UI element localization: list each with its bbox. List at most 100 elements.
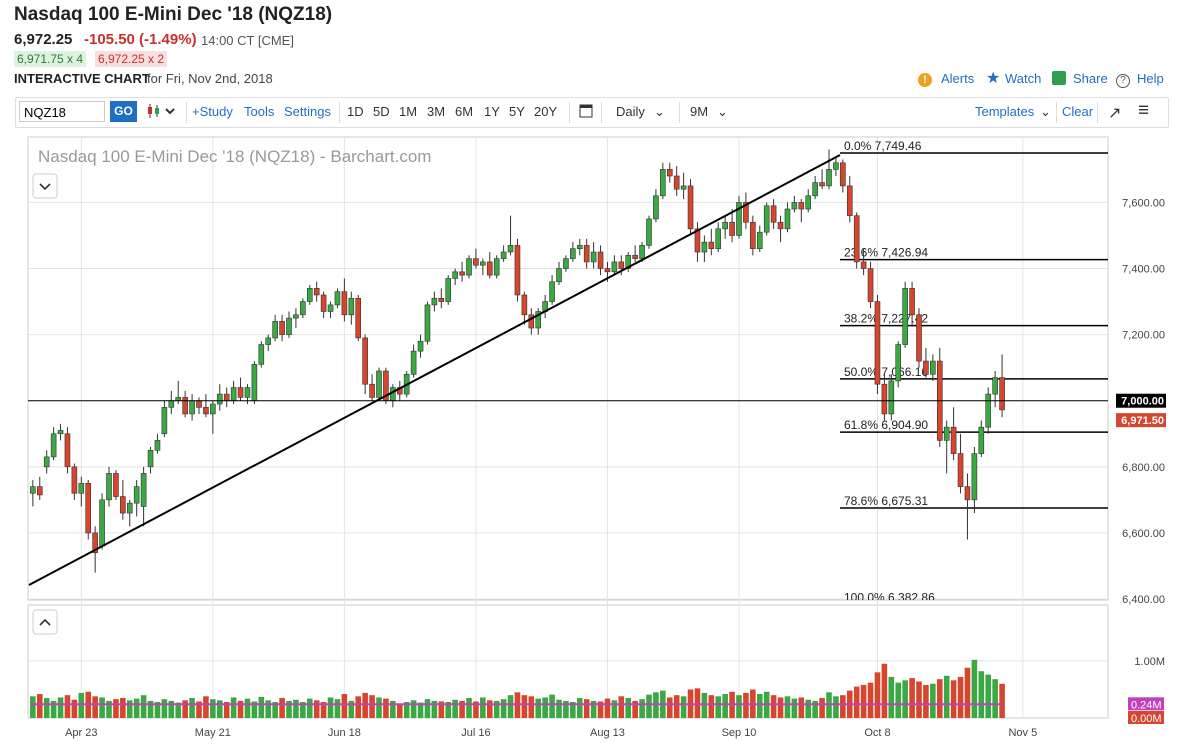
share-link[interactable]: Share: [1073, 71, 1108, 86]
chart-style-button[interactable]: [146, 102, 180, 123]
volume-bar: [756, 694, 763, 718]
volume-bar: [258, 696, 265, 718]
volume-bar: [147, 700, 154, 718]
candle-body: [507, 245, 514, 253]
candle-body: [909, 288, 915, 316]
candle-body: [106, 473, 112, 501]
volume-bar: [853, 686, 860, 718]
x-tick-label: Aug 13: [590, 727, 625, 739]
range-button[interactable]: 20Y: [534, 104, 558, 119]
volume-bar: [64, 695, 71, 718]
candle-body: [895, 344, 902, 382]
help-icon[interactable]: ?: [1116, 71, 1130, 88]
interval-dropdown[interactable]: Daily: [616, 104, 645, 119]
volume-bar: [175, 702, 182, 718]
range-button[interactable]: 6M: [455, 104, 474, 119]
volume-bar: [279, 698, 285, 718]
share-icon[interactable]: [1052, 71, 1066, 88]
chart-label: INTERACTIVE CHART: [14, 71, 150, 86]
tools-button[interactable]: Tools: [244, 104, 275, 119]
volume-bar: [902, 680, 908, 718]
range-button[interactable]: 5D: [373, 104, 390, 119]
volume-bar: [805, 699, 812, 718]
candle-body: [306, 288, 313, 302]
go-button[interactable]: GO: [110, 101, 137, 122]
volume-bar: [133, 698, 140, 718]
separator: [1097, 102, 1098, 123]
y-tick-label: 6,800.00: [1122, 462, 1165, 474]
candle-body: [819, 182, 825, 187]
candle-body: [30, 486, 36, 494]
candle-body: [459, 271, 465, 276]
candle-body: [853, 215, 860, 263]
collapse-button[interactable]: [32, 173, 58, 199]
volume-bar: [120, 698, 126, 718]
candle-body: [85, 483, 92, 534]
candle-body: [251, 364, 258, 402]
volume-bar: [895, 682, 902, 718]
candle-body: [376, 370, 382, 398]
candle-body: [950, 426, 957, 454]
templates-dropdown[interactable]: Templates: [975, 104, 1035, 119]
candle-body: [597, 251, 604, 269]
candle-body: [985, 393, 992, 428]
range-button[interactable]: 1Y: [484, 104, 500, 119]
candle-body: [500, 251, 507, 259]
range-button[interactable]: 1D: [347, 104, 364, 119]
candle-body: [694, 228, 701, 253]
expand-button[interactable]: ↗: [1108, 105, 1122, 122]
period-dropdown[interactable]: 9M: [690, 104, 709, 119]
candle-body: [424, 304, 431, 342]
volume-bar: [666, 697, 673, 718]
candle-body: [673, 175, 680, 190]
candle-body: [355, 297, 362, 339]
candle-body: [708, 241, 715, 250]
range-button[interactable]: 1M: [399, 104, 418, 119]
price-panel: [27, 136, 1109, 601]
volume-collapse-button[interactable]: [32, 609, 58, 635]
calendar-button[interactable]: [579, 102, 593, 121]
volume-bar: [237, 700, 244, 718]
alerts-icon[interactable]: !: [918, 71, 932, 87]
volume-bar: [673, 695, 680, 718]
volume-bar: [36, 694, 43, 718]
volume-bar: [313, 700, 320, 718]
help-link[interactable]: Help: [1137, 71, 1164, 86]
candle-body: [826, 169, 832, 187]
candle-body: [369, 383, 375, 398]
volume-bar: [362, 692, 368, 718]
volume-bar: [369, 695, 375, 718]
volume-bar: [50, 700, 57, 718]
dropdown-arrow: ⌄: [654, 104, 665, 119]
volume-bar: [203, 696, 209, 718]
volume-bar: [306, 698, 313, 718]
alerts-link[interactable]: Alerts: [941, 71, 975, 86]
candle-body: [756, 231, 763, 250]
volume-tick-label: 1.00M: [1134, 656, 1165, 668]
toolbar: NQZ18 GO +Study Tools Settings 1D 5D 1M 3M 6…: [15, 97, 1169, 128]
study-button[interactable]: +Study: [192, 104, 233, 119]
range-button[interactable]: 3M: [427, 104, 446, 119]
symbol-input[interactable]: NQZ18: [19, 101, 105, 122]
volume-bar: [916, 681, 922, 718]
volume-bar: [272, 702, 278, 718]
menu-button[interactable]: ≡: [1138, 100, 1150, 121]
volume-bar: [230, 697, 237, 718]
settings-button[interactable]: Settings: [284, 104, 331, 119]
dropdown-arrow: ⌄: [717, 104, 728, 119]
candle-body: [147, 449, 154, 468]
volume-bar: [583, 699, 590, 718]
volume-bar: [985, 674, 992, 718]
volume-bar: [715, 696, 722, 718]
y-tick-label: 7,200.00: [1122, 330, 1165, 342]
watch-icon[interactable]: ★: [986, 70, 1001, 87]
candle-body: [480, 261, 486, 266]
candle-body: [888, 380, 895, 415]
volume-bar: [438, 701, 445, 718]
watch-link[interactable]: Watch: [1005, 71, 1042, 86]
volume-bar: [507, 695, 514, 718]
fib-label: 23.6% 7,426.94: [844, 246, 928, 260]
candle-body: [313, 288, 320, 296]
clear-button[interactable]: Clear: [1062, 104, 1094, 119]
range-button[interactable]: 5Y: [509, 104, 525, 119]
